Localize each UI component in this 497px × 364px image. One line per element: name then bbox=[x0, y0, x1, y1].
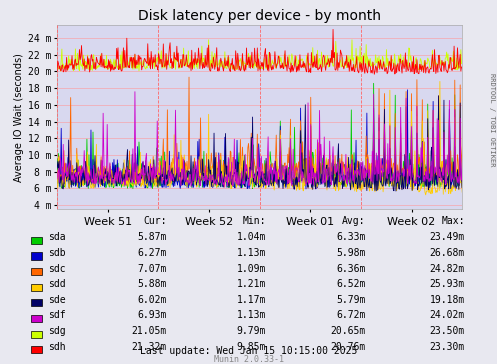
Text: 5.87m: 5.87m bbox=[137, 232, 166, 242]
Text: 20.76m: 20.76m bbox=[330, 342, 365, 352]
Text: 1.13m: 1.13m bbox=[237, 248, 266, 258]
Text: 23.50m: 23.50m bbox=[429, 326, 465, 336]
Text: 9.85m: 9.85m bbox=[237, 342, 266, 352]
Text: 1.17m: 1.17m bbox=[237, 295, 266, 305]
Text: 6.72m: 6.72m bbox=[336, 310, 365, 320]
Text: sdh: sdh bbox=[48, 342, 66, 352]
Text: 26.68m: 26.68m bbox=[429, 248, 465, 258]
Text: 5.79m: 5.79m bbox=[336, 295, 365, 305]
Text: sdb: sdb bbox=[48, 248, 66, 258]
Text: 23.49m: 23.49m bbox=[429, 232, 465, 242]
Text: Avg:: Avg: bbox=[342, 216, 365, 226]
Text: 1.21m: 1.21m bbox=[237, 279, 266, 289]
Text: 24.02m: 24.02m bbox=[429, 310, 465, 320]
Text: 21.32m: 21.32m bbox=[131, 342, 166, 352]
Text: sde: sde bbox=[48, 295, 66, 305]
Text: Cur:: Cur: bbox=[143, 216, 166, 226]
Text: sdc: sdc bbox=[48, 264, 66, 273]
Text: 1.13m: 1.13m bbox=[237, 310, 266, 320]
Text: 21.05m: 21.05m bbox=[131, 326, 166, 336]
Text: sdd: sdd bbox=[48, 279, 66, 289]
Text: 24.82m: 24.82m bbox=[429, 264, 465, 273]
Text: 7.07m: 7.07m bbox=[137, 264, 166, 273]
Text: 6.27m: 6.27m bbox=[137, 248, 166, 258]
Title: Disk latency per device - by month: Disk latency per device - by month bbox=[138, 9, 381, 23]
Text: 19.18m: 19.18m bbox=[429, 295, 465, 305]
Text: 20.65m: 20.65m bbox=[330, 326, 365, 336]
Text: 6.02m: 6.02m bbox=[137, 295, 166, 305]
Text: RRDTOOL / TOBI OETIKER: RRDTOOL / TOBI OETIKER bbox=[489, 74, 495, 167]
Text: 1.04m: 1.04m bbox=[237, 232, 266, 242]
Text: sdf: sdf bbox=[48, 310, 66, 320]
Text: Munin 2.0.33-1: Munin 2.0.33-1 bbox=[214, 355, 283, 364]
Text: 5.88m: 5.88m bbox=[137, 279, 166, 289]
Y-axis label: Average IO Wait (seconds): Average IO Wait (seconds) bbox=[14, 53, 24, 182]
Text: sda: sda bbox=[48, 232, 66, 242]
Text: 6.52m: 6.52m bbox=[336, 279, 365, 289]
Text: 9.79m: 9.79m bbox=[237, 326, 266, 336]
Text: 5.98m: 5.98m bbox=[336, 248, 365, 258]
Text: 6.36m: 6.36m bbox=[336, 264, 365, 273]
Text: Last update: Wed Jan 15 10:15:00 2025: Last update: Wed Jan 15 10:15:00 2025 bbox=[140, 346, 357, 356]
Text: 1.09m: 1.09m bbox=[237, 264, 266, 273]
Text: 6.33m: 6.33m bbox=[336, 232, 365, 242]
Text: Min:: Min: bbox=[243, 216, 266, 226]
Text: Max:: Max: bbox=[441, 216, 465, 226]
Text: 6.93m: 6.93m bbox=[137, 310, 166, 320]
Text: 25.93m: 25.93m bbox=[429, 279, 465, 289]
Text: 23.30m: 23.30m bbox=[429, 342, 465, 352]
Text: sdg: sdg bbox=[48, 326, 66, 336]
